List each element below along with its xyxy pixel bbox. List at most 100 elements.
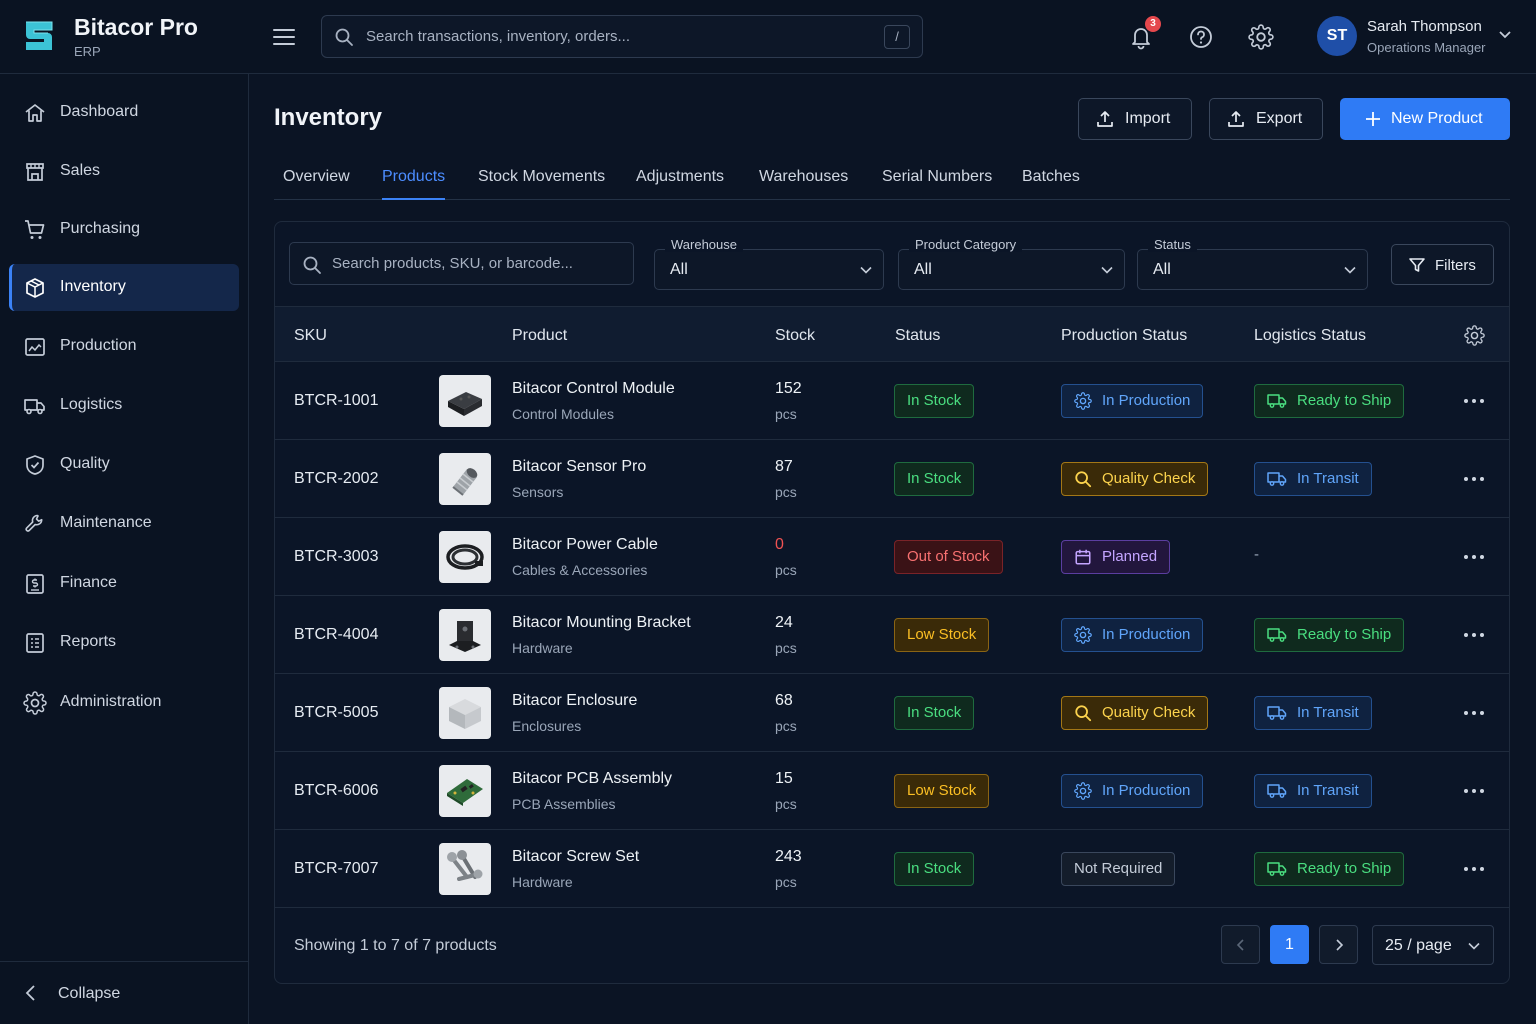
product-category: PCB Assemblies (512, 796, 616, 812)
status-badge: In Stock (894, 384, 975, 418)
tab-overview[interactable]: Overview (283, 168, 350, 185)
more-actions-icon[interactable] (1462, 392, 1486, 410)
logistics-status-empty: - (1254, 546, 1259, 563)
product-category: Hardware (512, 874, 573, 890)
table-row[interactable]: BTCR-6006 Bitacor PCB Assembly PCB Assem… (275, 752, 1509, 830)
product-name[interactable]: Bitacor Sensor Pro (512, 458, 647, 475)
global-search: / (321, 15, 923, 58)
collapse-sidebar-button[interactable]: Collapse (0, 961, 249, 1024)
product-category: Enclosures (512, 718, 582, 734)
sidebar-item-logistics[interactable]: Logistics (9, 382, 239, 429)
stock-quantity: 152 (775, 380, 802, 397)
user-name[interactable]: Sarah Thompson (1367, 18, 1482, 35)
bell-icon[interactable] (1128, 24, 1154, 50)
column-header-sku[interactable]: SKU (294, 327, 327, 344)
tab-batches[interactable]: Batches (1022, 168, 1080, 185)
sidebar-item-sales[interactable]: Sales (9, 148, 239, 195)
production-status-text: Quality Check (1102, 704, 1196, 721)
global-search-input[interactable] (366, 16, 866, 57)
product-name[interactable]: Bitacor Mounting Bracket (512, 614, 691, 631)
more-actions-icon[interactable] (1462, 782, 1486, 800)
sidebar-item-administration[interactable]: Administration (9, 679, 239, 726)
enclosure-image (439, 687, 491, 739)
sidebar-item-finance[interactable]: Finance (9, 560, 239, 607)
column-header-logistics-status[interactable]: Logistics Status (1254, 327, 1367, 344)
more-actions-icon[interactable] (1462, 626, 1486, 644)
sidebar-item-inventory[interactable]: Inventory (9, 264, 239, 311)
table-row[interactable]: BTCR-5005 Bitacor Enclosure Enclosures 6… (275, 674, 1509, 752)
product-name[interactable]: Bitacor PCB Assembly (512, 770, 673, 787)
new-product-label: New Product (1391, 110, 1483, 127)
previous-page-button[interactable] (1221, 925, 1260, 964)
table-header: SKU Product Stock Status Production Stat… (275, 306, 1509, 362)
next-page-button[interactable] (1319, 925, 1358, 964)
sidebar-item-reports[interactable]: Reports (9, 619, 239, 666)
search-icon (1074, 704, 1092, 722)
sidebar-item-dashboard[interactable]: Dashboard (9, 89, 239, 136)
column-header-production-status[interactable]: Production Status (1061, 327, 1188, 344)
stock-unit: pcs (775, 640, 797, 656)
truck-icon (1267, 393, 1287, 409)
sidebar-item-label: Dashboard (60, 103, 139, 120)
sidebar-item-quality[interactable]: Quality (9, 441, 239, 488)
new-product-button[interactable]: New Product (1340, 98, 1510, 140)
column-header-stock[interactable]: Stock (775, 327, 816, 344)
hamburger-menu-icon[interactable] (270, 24, 298, 50)
stock-quantity: 68 (775, 692, 793, 709)
per-page-select[interactable]: 25 / page (1372, 925, 1494, 965)
status-select[interactable]: Status All (1137, 237, 1368, 290)
page-title: Inventory (274, 104, 383, 131)
tab-serial-numbers[interactable]: Serial Numbers (882, 168, 993, 185)
page-number-button[interactable]: 1 (1270, 925, 1309, 964)
more-actions-icon[interactable] (1462, 548, 1486, 566)
product-name[interactable]: Bitacor Screw Set (512, 848, 640, 865)
table-row[interactable]: BTCR-1001 Bitacor Control Module Control… (275, 362, 1509, 440)
gear-icon (1074, 392, 1092, 410)
production-status-badge: In Production (1061, 384, 1204, 418)
sidebar-item-maintenance[interactable]: Maintenance (9, 500, 239, 547)
product-category-select[interactable]: Product Category All (898, 237, 1125, 290)
sidebar-item-label: Inventory (60, 278, 126, 295)
table-row[interactable]: BTCR-4004 Bitacor Mounting Bracket Hardw… (275, 596, 1509, 674)
more-actions-icon[interactable] (1462, 470, 1486, 488)
filters-button[interactable]: Filters (1391, 244, 1494, 285)
chevron-down-icon[interactable] (1498, 30, 1512, 40)
app-subtitle: ERP (74, 44, 101, 59)
table-row[interactable]: BTCR-3003 Bitacor Power Cable Cables & A… (275, 518, 1509, 596)
sidebar-item-label: Production (60, 337, 137, 354)
more-actions-icon[interactable] (1462, 704, 1486, 722)
help-icon[interactable] (1188, 24, 1214, 50)
sidebar-item-production[interactable]: Production (9, 323, 239, 370)
warehouse-select[interactable]: Warehouse All (654, 237, 884, 290)
column-header-product[interactable]: Product (512, 327, 568, 344)
user-avatar[interactable]: ST (1317, 16, 1357, 56)
product-search-input[interactable] (332, 243, 622, 284)
filters-label: Filters (1435, 257, 1476, 274)
table-row[interactable]: BTCR-2002 Bitacor Sensor Pro Sensors 87 … (275, 440, 1509, 518)
report-icon (23, 631, 47, 655)
sidebar: Dashboard Sales Purchasing Inventory Pro… (0, 74, 249, 1024)
import-button[interactable]: Import (1078, 98, 1192, 140)
tab-stock-movements[interactable]: Stock Movements (478, 168, 606, 185)
production-status-badge: Planned (1061, 540, 1171, 574)
sidebar-item-purchasing[interactable]: Purchasing (9, 206, 239, 253)
status-badge: In Stock (894, 462, 975, 496)
tab-products[interactable]: Products (382, 168, 446, 200)
product-name[interactable]: Bitacor Power Cable (512, 536, 658, 553)
export-button[interactable]: Export (1209, 98, 1323, 140)
settings-gear-icon[interactable] (1248, 24, 1274, 50)
column-settings-gear-icon[interactable] (1464, 325, 1485, 346)
product-name[interactable]: Bitacor Enclosure (512, 692, 638, 709)
logistics-status-text: In Transit (1297, 704, 1359, 721)
logistics-status-text: Ready to Ship (1297, 860, 1392, 877)
warehouse-label: Warehouse (665, 237, 743, 252)
tab-adjustments[interactable]: Adjustments (636, 168, 725, 185)
chevron-down-icon (1343, 263, 1357, 277)
logistics-status-badge: In Transit (1254, 774, 1372, 808)
table-row[interactable]: BTCR-7007 Bitacor Screw Set Hardware 243… (275, 830, 1509, 908)
tab-warehouses[interactable]: Warehouses (759, 168, 849, 185)
column-header-status[interactable]: Status (895, 327, 941, 344)
more-actions-icon[interactable] (1462, 860, 1486, 878)
product-name[interactable]: Bitacor Control Module (512, 380, 675, 397)
upload-icon (1095, 109, 1115, 129)
